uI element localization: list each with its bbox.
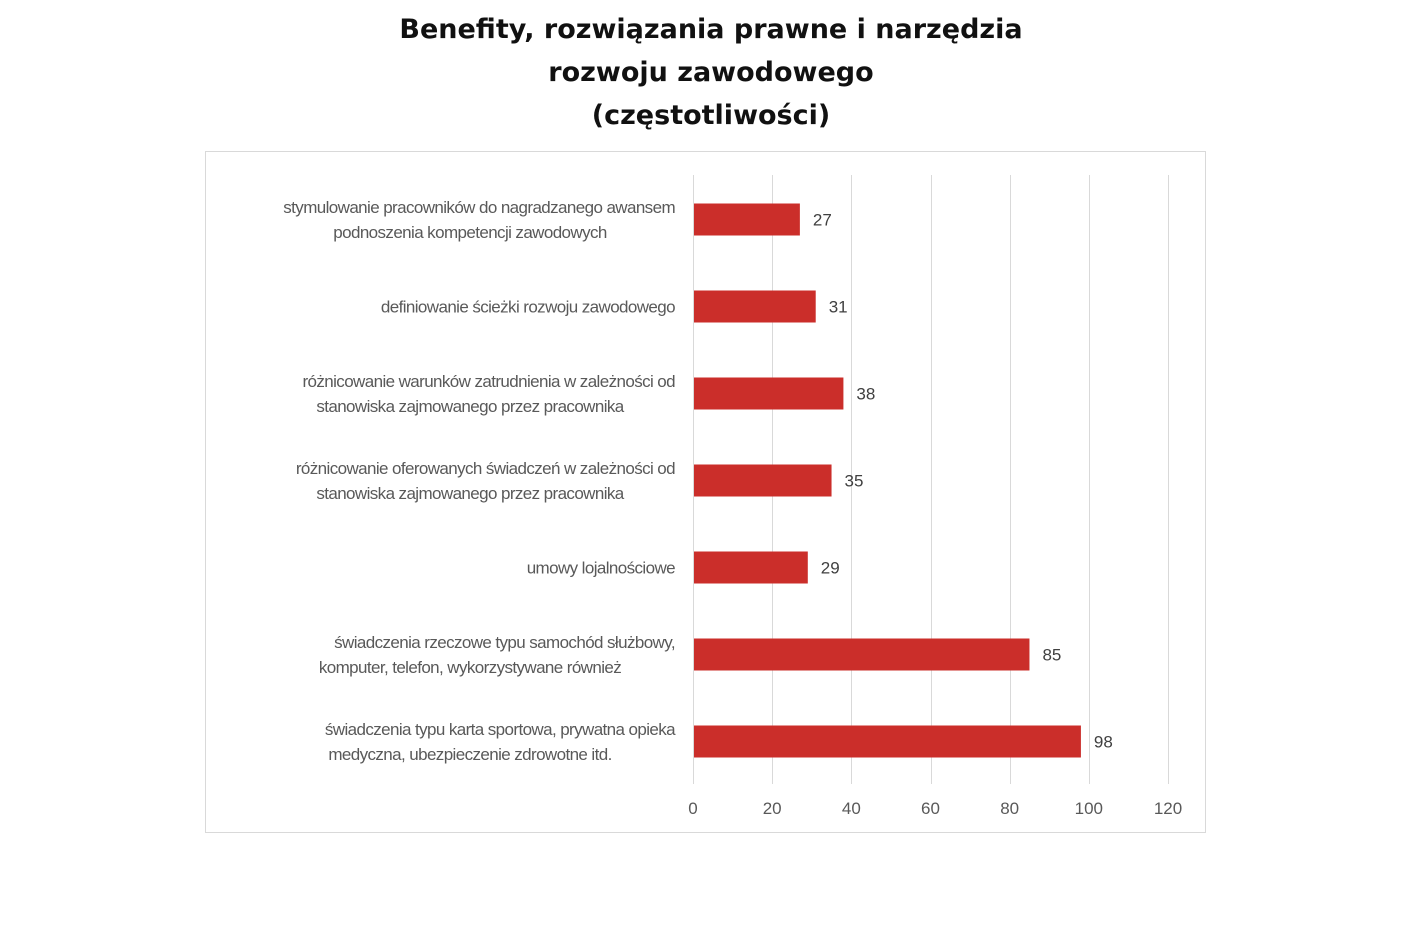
- bar-4: [694, 464, 832, 497]
- chart-area: 0 20 40 60 80 100 120 27 stymulowanie pracownikó…: [205, 151, 1206, 833]
- chart-title-line-1: Benefity, rozwiązania prawne i narzędzia: [399, 14, 1023, 45]
- chart-title-line-3: (częstotliwości): [591, 100, 831, 131]
- category-label-6-line-2: komputer, telefon, wykorzystywane równie…: [319, 658, 621, 677]
- category-label-7-line-2: medyczna, ubezpieczenie zdrowotne itd.: [328, 745, 611, 764]
- category-label-3-line-1: różnicowanie warunków zatrudnienia w zal…: [302, 372, 675, 391]
- bar-7: [694, 725, 1081, 758]
- category-label-4-line-2: stanowiska zajmowanego przez pracownika: [316, 484, 624, 503]
- x-tick-label-40: 40: [842, 799, 861, 818]
- data-label-3: 38: [856, 385, 875, 404]
- x-tick-label-60: 60: [921, 799, 940, 818]
- category-label-2-line-1: definiowanie ścieżki rozwoju zawodowego: [381, 298, 675, 317]
- bar-1: [694, 203, 800, 236]
- category-label-5-line-1: umowy lojalnościowe: [527, 559, 675, 578]
- bar-chart: 0 20 40 60 80 100 120 27 stymulowanie pracownikó…: [283, 175, 1182, 818]
- data-label-1: 27: [813, 211, 832, 230]
- data-label-4: 35: [845, 472, 864, 491]
- chart-title: Benefity, rozwiązania prawne i narzędzia…: [0, 8, 1422, 137]
- bar-3: [694, 377, 844, 410]
- bar-5: [694, 551, 808, 584]
- category-label-7-line-1: świadczenia typu karta sportowa, prywatn…: [325, 720, 676, 739]
- x-tick-label-100: 100: [1075, 799, 1103, 818]
- category-label-4-line-1: różnicowanie oferowanych świadczeń w zal…: [296, 459, 675, 478]
- category-label-6-line-1: świadczenia rzeczowe typu samochód służb…: [334, 633, 675, 652]
- bar-2: [694, 290, 816, 323]
- data-label-5: 29: [821, 559, 840, 578]
- x-tick-label-120: 120: [1154, 799, 1182, 818]
- category-label-3-line-2: stanowiska zajmowanego przez pracownika: [316, 397, 624, 416]
- x-tick-label-20: 20: [763, 799, 782, 818]
- category-label-1-line-2: podnoszenia kompetencji zawodowych: [333, 223, 607, 242]
- data-label-6: 85: [1042, 646, 1061, 665]
- data-label-7: 98: [1094, 733, 1113, 752]
- category-label-1-line-1: stymulowanie pracowników do nagradzanego…: [283, 198, 675, 217]
- bar-6: [694, 638, 1030, 671]
- data-label-2: 31: [829, 298, 848, 317]
- x-tick-label-80: 80: [1000, 799, 1019, 818]
- x-tick-label-0: 0: [688, 799, 697, 818]
- chart-title-line-2: rozwoju zawodowego: [548, 57, 874, 88]
